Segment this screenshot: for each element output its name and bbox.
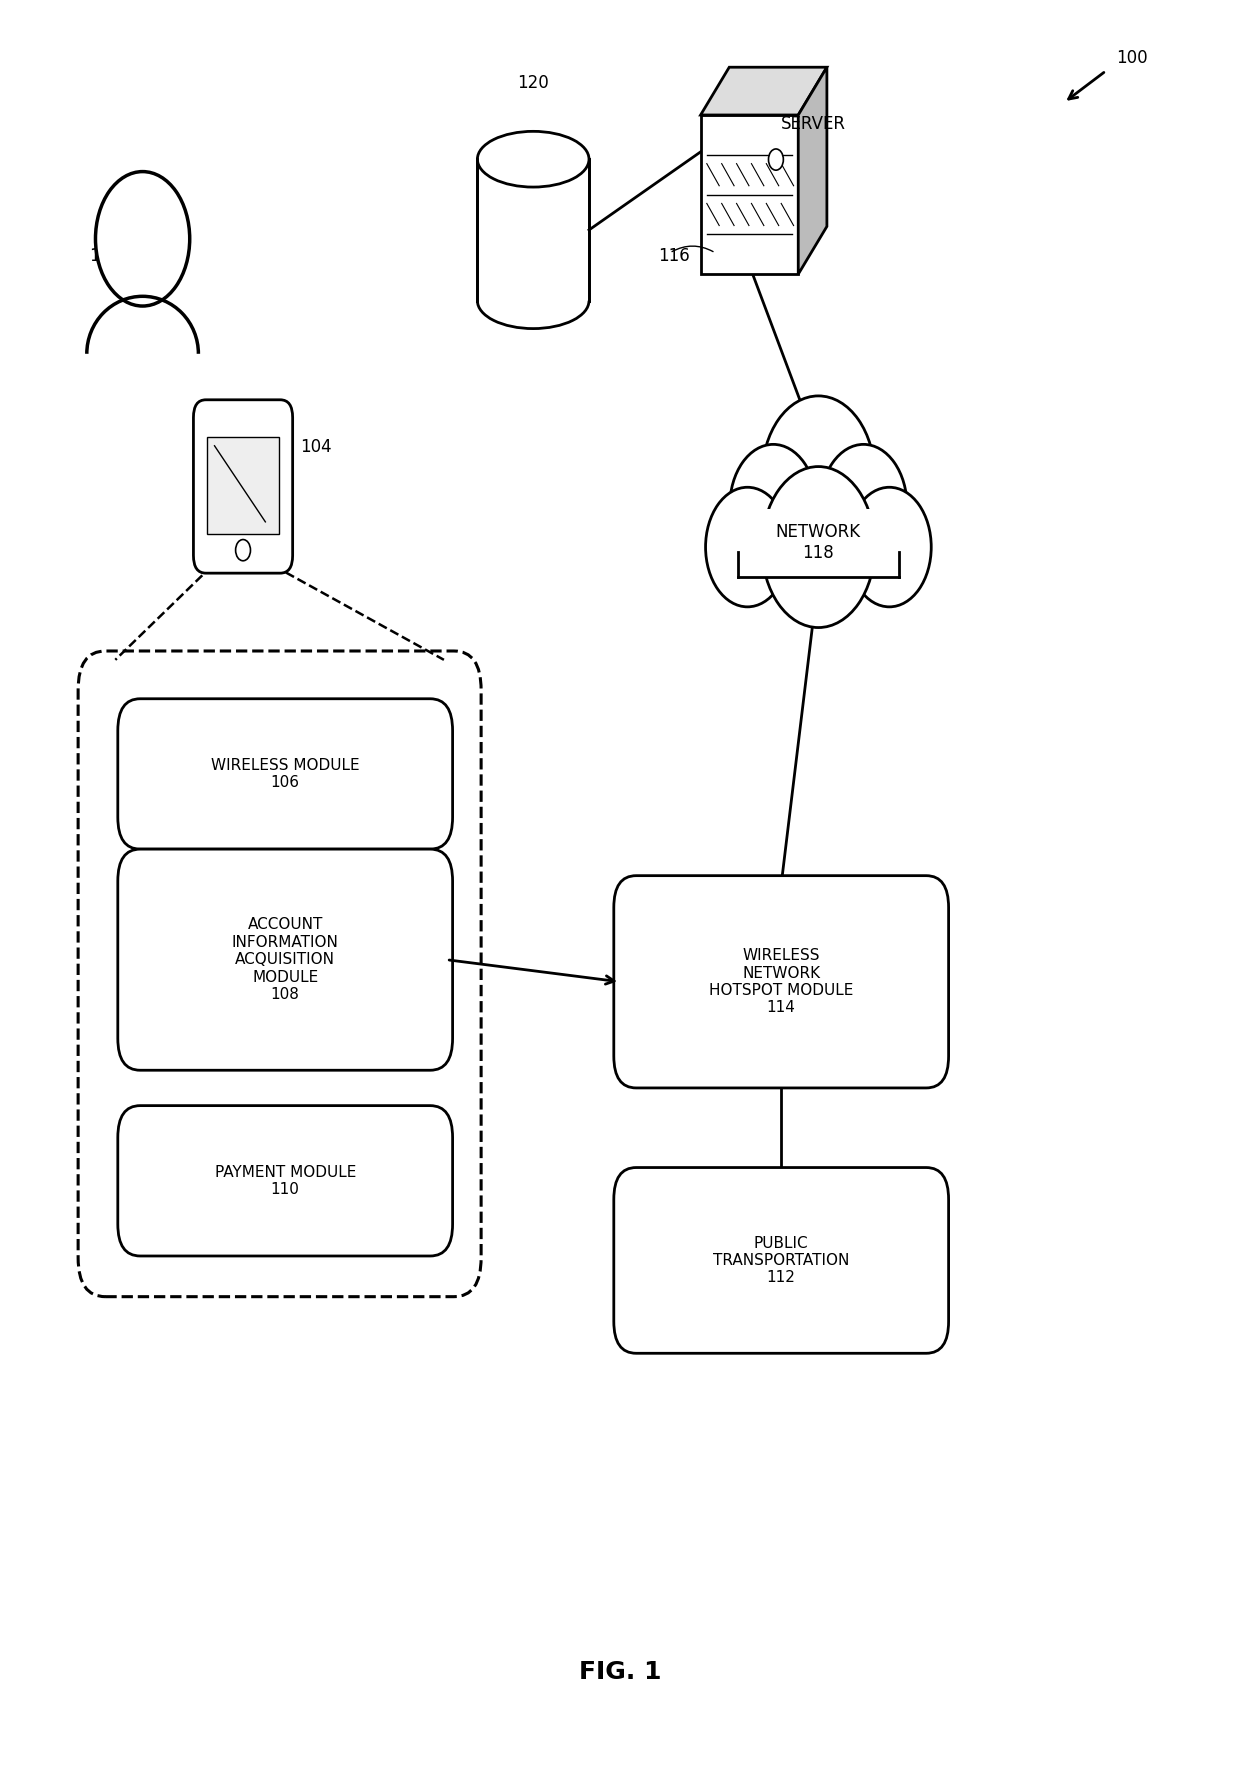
FancyBboxPatch shape xyxy=(193,400,293,573)
Circle shape xyxy=(761,396,875,557)
Circle shape xyxy=(820,444,908,568)
FancyBboxPatch shape xyxy=(701,115,799,274)
Circle shape xyxy=(236,540,250,561)
Text: 104: 104 xyxy=(300,439,332,456)
FancyBboxPatch shape xyxy=(734,509,903,600)
Polygon shape xyxy=(701,67,827,115)
Text: 116: 116 xyxy=(657,248,689,265)
Text: 102: 102 xyxy=(89,248,122,265)
FancyBboxPatch shape xyxy=(207,437,279,534)
Text: FIG. 1: FIG. 1 xyxy=(579,1659,661,1684)
Polygon shape xyxy=(799,67,827,274)
FancyBboxPatch shape xyxy=(738,509,899,577)
Circle shape xyxy=(761,467,875,628)
FancyBboxPatch shape xyxy=(118,849,453,1070)
FancyBboxPatch shape xyxy=(477,159,589,301)
Text: PAYMENT MODULE
110: PAYMENT MODULE 110 xyxy=(215,1164,356,1198)
FancyBboxPatch shape xyxy=(614,1168,949,1353)
Text: 100: 100 xyxy=(1116,50,1148,67)
Text: ACCOUNT
INFORMATION
ACQUISITION
MODULE
108: ACCOUNT INFORMATION ACQUISITION MODULE 1… xyxy=(232,918,339,1001)
Circle shape xyxy=(95,172,190,306)
Ellipse shape xyxy=(477,131,589,188)
Text: WIRELESS MODULE
106: WIRELESS MODULE 106 xyxy=(211,757,360,791)
Text: SERVER: SERVER xyxy=(781,115,846,133)
Circle shape xyxy=(706,486,790,607)
Circle shape xyxy=(847,486,931,607)
FancyBboxPatch shape xyxy=(118,699,453,849)
FancyBboxPatch shape xyxy=(118,1106,453,1256)
Circle shape xyxy=(729,444,817,568)
Circle shape xyxy=(769,149,784,170)
Text: NETWORK
118: NETWORK 118 xyxy=(776,524,861,563)
Text: 120: 120 xyxy=(517,74,549,92)
Text: WIRELESS
NETWORK
HOTSPOT MODULE
114: WIRELESS NETWORK HOTSPOT MODULE 114 xyxy=(709,948,853,1015)
Text: PUBLIC
TRANSPORTATION
112: PUBLIC TRANSPORTATION 112 xyxy=(713,1235,849,1286)
FancyBboxPatch shape xyxy=(614,876,949,1088)
